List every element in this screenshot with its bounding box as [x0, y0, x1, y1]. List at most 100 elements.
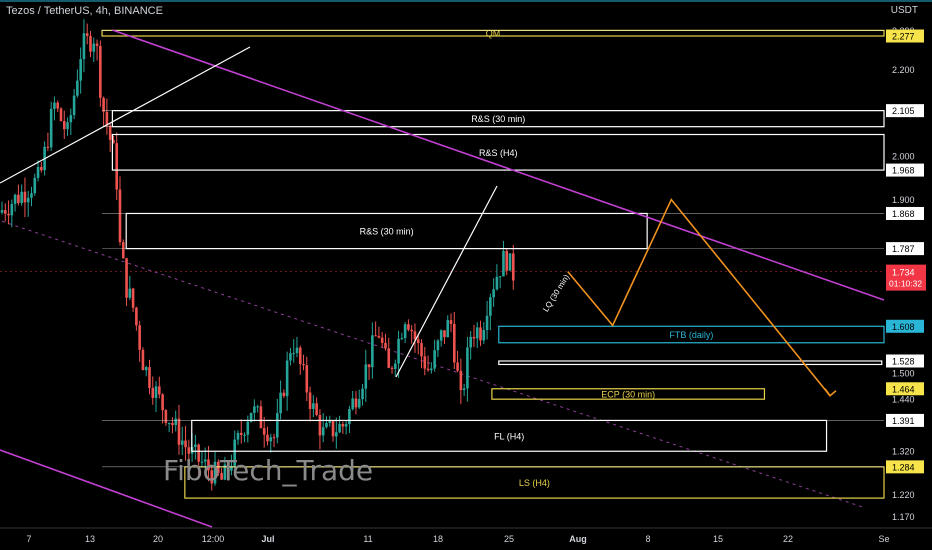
candle-body — [492, 289, 495, 298]
candle-body — [318, 414, 322, 436]
candle-body — [344, 424, 348, 427]
candle-body — [305, 365, 309, 393]
candle-body — [246, 421, 250, 435]
price-tag-label: 1.391 — [892, 416, 915, 426]
candle-body — [220, 472, 223, 480]
zone-box — [498, 325, 885, 344]
candle-body — [292, 353, 295, 355]
price-axis-tick: 2.000 — [892, 152, 915, 162]
time-axis-tick: 7 — [26, 534, 31, 544]
candle-body — [7, 213, 10, 216]
candle-body — [449, 320, 453, 324]
time-axis-tick: 13 — [85, 534, 95, 544]
candle-body — [66, 122, 69, 130]
time-axis-tick: 18 — [433, 534, 443, 544]
candle-body — [285, 360, 289, 397]
candle-body — [177, 418, 181, 445]
candle-body — [387, 348, 391, 368]
candle-body — [315, 403, 318, 415]
candle-body — [99, 45, 102, 98]
candle-body — [495, 276, 499, 290]
candle-body — [407, 324, 410, 330]
candle-body — [223, 464, 227, 480]
candle-body — [213, 461, 217, 484]
candle-body — [89, 35, 92, 52]
candle-body — [230, 465, 233, 471]
price-tag-label: 2.105 — [892, 106, 915, 116]
candle-body — [374, 335, 377, 337]
candle-body — [154, 386, 158, 398]
candle-body — [79, 59, 82, 81]
candle-body — [40, 166, 43, 171]
price-tag-box — [886, 319, 924, 333]
candle-body — [56, 102, 60, 109]
candle-body — [439, 330, 443, 341]
white-trendline — [0, 46, 251, 184]
candle-body — [338, 423, 341, 433]
zone-box — [111, 133, 885, 171]
candle-body — [511, 253, 515, 281]
candle-body — [508, 253, 512, 271]
time-axis-tick: 8 — [645, 534, 650, 544]
candle-body — [289, 353, 292, 361]
candle-body — [200, 461, 204, 463]
candle-body — [85, 33, 89, 36]
candle-body — [331, 420, 335, 437]
candle-body — [148, 367, 151, 388]
candle-body — [351, 398, 354, 410]
price-tag-box — [886, 104, 924, 118]
candle-body — [276, 413, 279, 438]
zone-label: QM — [486, 29, 501, 39]
current-price-tag — [886, 264, 926, 291]
candle-body — [121, 242, 125, 259]
candle-body — [416, 339, 420, 344]
candle-body — [459, 370, 463, 391]
price-tag-box — [886, 163, 924, 177]
candle-body — [469, 336, 472, 348]
candle-body — [357, 399, 361, 408]
candle-body — [197, 444, 200, 462]
candle-body — [367, 364, 371, 368]
channel-upper-line — [112, 29, 885, 301]
candle-body — [82, 33, 86, 60]
candle-body — [479, 327, 482, 341]
candle-body — [76, 80, 79, 96]
time-axis-tick: 12:00 — [202, 534, 225, 544]
candle-body — [472, 336, 476, 339]
candle-body — [282, 392, 286, 397]
price-axis-tick: 1.440 — [892, 395, 915, 405]
price-axis-tick: 2.200 — [892, 65, 915, 75]
candle-body — [118, 189, 122, 243]
candle-body — [410, 329, 413, 332]
candle-body — [400, 338, 404, 340]
price-tag-box — [886, 242, 924, 256]
candle-body — [92, 43, 96, 52]
candle-body — [262, 428, 266, 435]
zone-label: R&S (30 min) — [471, 114, 525, 124]
candle-body — [505, 250, 509, 271]
price-tag-box — [886, 382, 924, 396]
candle-body — [446, 320, 450, 338]
candle-body — [249, 412, 253, 422]
candle-body — [46, 146, 50, 148]
watermark-text: FiboTech_Trade — [163, 454, 373, 487]
candle-body — [141, 349, 145, 371]
candle-body — [226, 464, 230, 471]
currency-unit: USDT — [890, 5, 918, 16]
candle-body — [295, 347, 299, 354]
candle-body — [394, 363, 397, 369]
price-axis-tick: 1.900 — [892, 195, 915, 205]
candle-body — [466, 347, 469, 389]
candle-body — [266, 434, 269, 442]
candle-body — [128, 288, 132, 298]
price-axis-tick: 1.500 — [892, 369, 915, 379]
time-axis-tick: Se — [878, 534, 889, 544]
candle-body — [36, 166, 40, 178]
candle-body — [420, 343, 423, 357]
candle-body — [253, 406, 256, 413]
symbol-title[interactable]: Tezos / TetherUS, 4h, BINANCE — [6, 5, 163, 17]
candle-body — [436, 340, 440, 351]
candle-body — [325, 422, 328, 428]
